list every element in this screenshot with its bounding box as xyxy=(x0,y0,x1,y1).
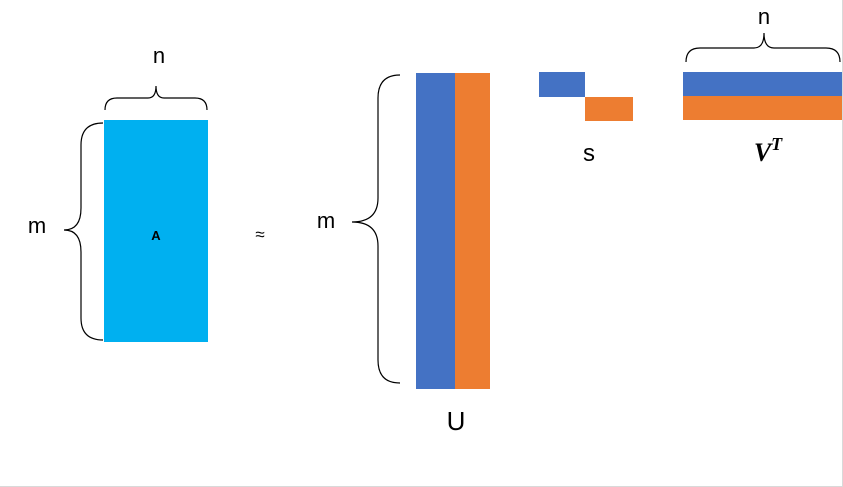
a-cols-label: n xyxy=(153,43,165,68)
matrix-s-label: s xyxy=(583,140,595,167)
matrix-s-block-1 xyxy=(539,72,585,97)
matrix-a-label: A xyxy=(151,228,161,243)
matrix-vt-label: VT xyxy=(754,134,783,167)
u-left-brace xyxy=(351,74,401,384)
matrix-u-column-1 xyxy=(416,73,455,389)
matrix-vt-label-sup: T xyxy=(771,134,783,154)
matrix-s-block-2 xyxy=(585,97,633,121)
vt-cols-label: n xyxy=(758,4,770,29)
matrix-vt-row-1 xyxy=(683,72,842,96)
matrix-vt-label-base: V xyxy=(754,138,774,167)
matrix-a-block xyxy=(104,120,208,342)
vt-top-brace xyxy=(685,32,841,63)
a-top-brace xyxy=(104,85,208,111)
approx-symbol: ≈ xyxy=(255,225,264,244)
matrix-u-column-2 xyxy=(455,73,490,389)
a-left-brace xyxy=(63,122,104,341)
a-rows-label: m xyxy=(28,213,46,238)
matrix-vt-row-2 xyxy=(683,96,842,120)
u-rows-label: m xyxy=(317,208,335,233)
matrix-u-label: U xyxy=(447,406,466,436)
